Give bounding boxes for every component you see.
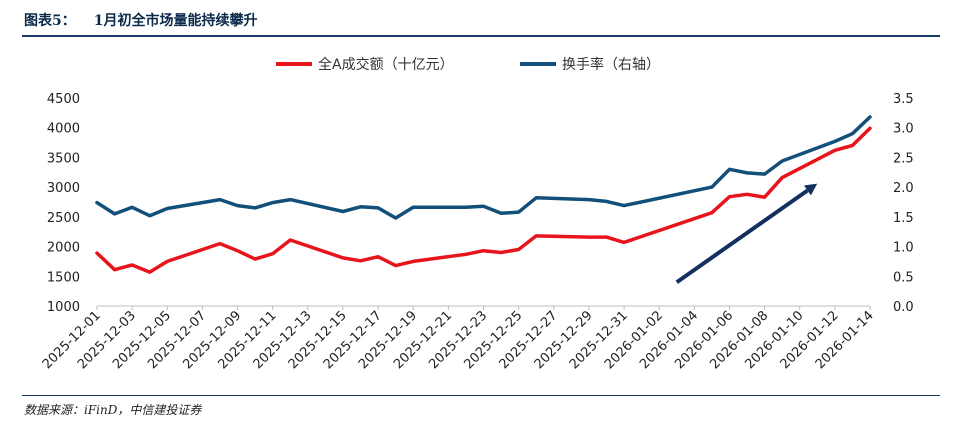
legend-label-amount: 全A成交额（十亿元） [318,56,454,73]
y-right-tick-label: 3.0 [893,122,914,137]
y-right-tick-label: 1.0 [893,241,914,256]
y-left-tick-label: 3500 [47,151,80,166]
y-right-tick-label: 3.5 [893,92,914,107]
chart-title: 图表5： 1月初全市场量能持续攀升 [24,10,258,30]
legend: 全A成交额（十亿元） 换手率（右轴） [276,56,660,73]
y-right-tick-label: 2.0 [893,181,914,196]
series-line-turnover [95,115,872,220]
y-left-tick-label: 2000 [47,241,80,256]
y-right-tick-label: 0.5 [893,270,914,285]
y-left-tick-label: 4500 [47,92,80,107]
y-right-tick-label: 2.5 [893,151,914,166]
source-note: 数据来源：iFinD，中信建投证券 [24,403,202,417]
y-left-tick-label: 2500 [47,211,80,226]
y-left-tick-label: 3000 [47,181,80,196]
trend-arrow-shaft [675,188,809,284]
figure-label: 图表5： [24,13,76,29]
bottom-rule [22,395,940,396]
y-left-tick-label: 1000 [47,300,80,315]
y-right-tick-label: 1.5 [893,211,914,226]
top-rule [22,35,940,37]
series-line-amount [95,126,872,274]
y-left-tick-label: 4000 [47,122,80,137]
y-right-tick-label: 0.0 [893,300,914,315]
y-left-tick-label: 1500 [47,270,80,285]
trend-arrow-head [804,183,818,196]
axes: 1000 1500 2000 2500 3000 3500 4000 4500 0.0 0.5 1.… [40,92,914,372]
plot-area [95,115,872,284]
legend-label-turnover: 换手率（右轴） [562,56,660,73]
figure-title: 1月初全市场量能持续攀升 [93,13,258,29]
